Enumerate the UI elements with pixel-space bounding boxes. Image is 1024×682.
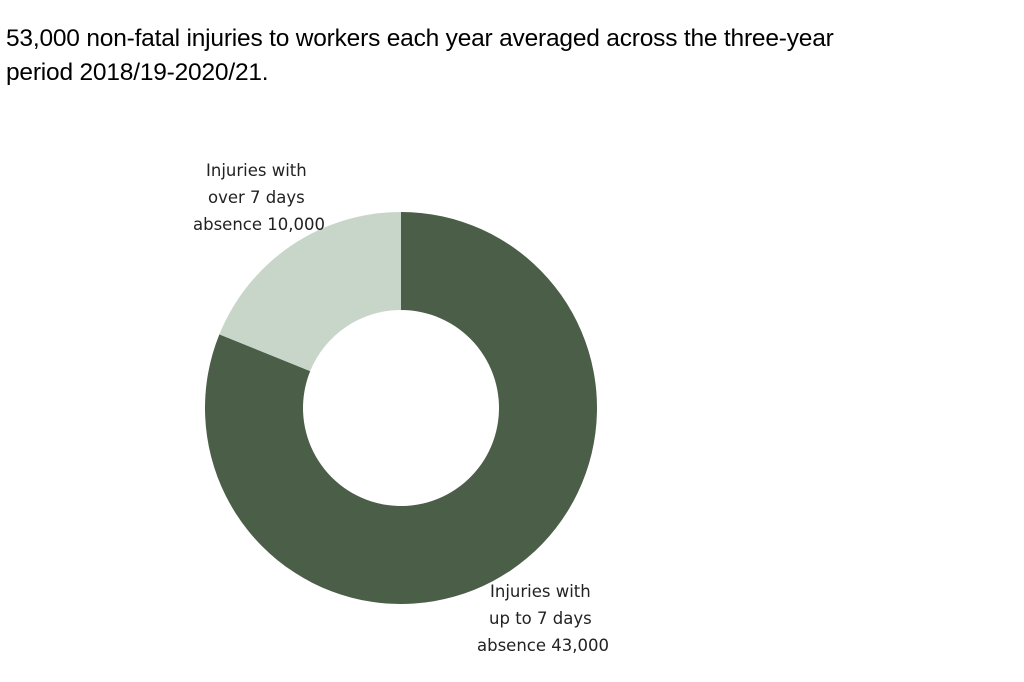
slice-over-7-days	[219, 212, 401, 372]
heading-line-1: 53,000 non-fatal injuries to workers eac…	[6, 25, 834, 52]
slice-labels: Injuries with up to 7 days absence 43,00…	[193, 161, 609, 655]
slice-label-up-to-7-days: Injuries with up to 7 days absence 43,00…	[477, 582, 609, 655]
heading-line-2: period 2018/19-2020/21.	[6, 59, 269, 86]
chart-heading: 53,000 non-fatal injuries to workers eac…	[6, 22, 1006, 90]
slice-label-over-7-days: Injuries with over 7 days absence 10,000	[193, 161, 325, 234]
slice-up-to-7-days	[205, 212, 598, 604]
donut-slices	[205, 212, 598, 604]
